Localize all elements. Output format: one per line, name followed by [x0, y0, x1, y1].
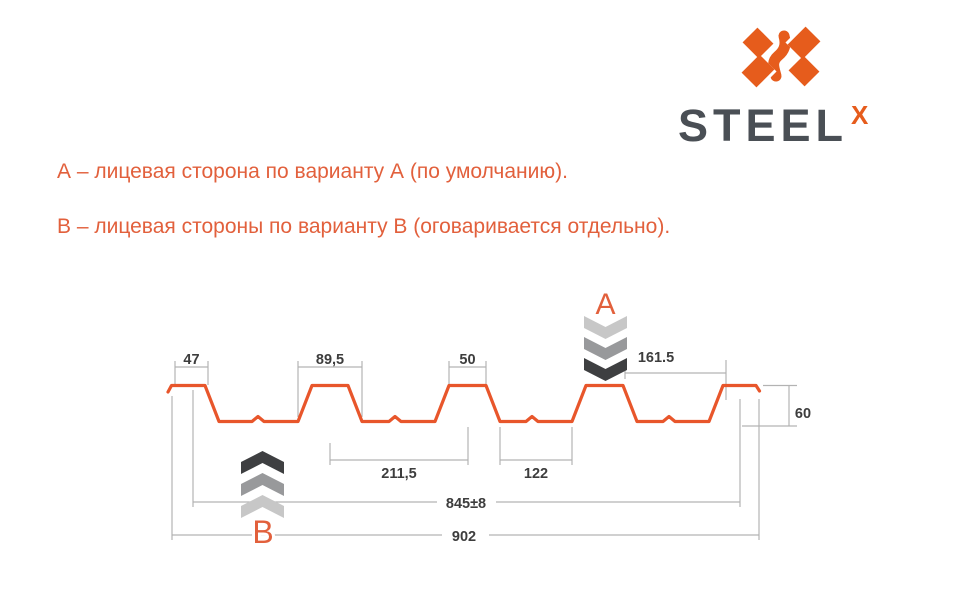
brand-x-icon	[739, 24, 823, 90]
dim-rib-pitch-label: 211,5	[381, 466, 417, 482]
dim-valley-label: 122	[524, 466, 548, 482]
chevron-a-icon	[584, 316, 627, 381]
dimension-lines	[171, 360, 797, 540]
dim-height-label: 60	[795, 406, 811, 422]
dim-right-segment-label: 161.5	[638, 350, 674, 366]
brand-wordmark-superscript: X	[851, 100, 869, 130]
variant-a-note: А – лицевая сторона по варианту А (по ум…	[57, 160, 568, 183]
brand-wordmark: STEEL X	[678, 100, 918, 151]
side-b-label: В	[252, 514, 273, 550]
brand-logo: STEEL X	[678, 24, 918, 149]
dim-rib-crest-label: 50	[459, 352, 475, 368]
dim-working-width-label: 845±8	[446, 496, 486, 512]
variant-notes: А – лицевая сторона по варианту А (по ум…	[57, 160, 670, 239]
variant-b-note: В – лицевая стороны по варианту В (огова…	[57, 215, 671, 238]
side-b-marker: В	[241, 451, 284, 553]
profile-outline	[166, 383, 762, 424]
dim-rib-base-label: 89,5	[316, 352, 344, 368]
side-a-label: А	[595, 288, 615, 321]
dim-left-flat-label: 47	[183, 352, 199, 368]
dim-overall-width-label: 902	[452, 529, 476, 545]
side-a-marker: А	[584, 288, 627, 381]
brand-wordmark-text: STEEL	[678, 100, 849, 151]
chevron-b-icon	[241, 451, 284, 518]
